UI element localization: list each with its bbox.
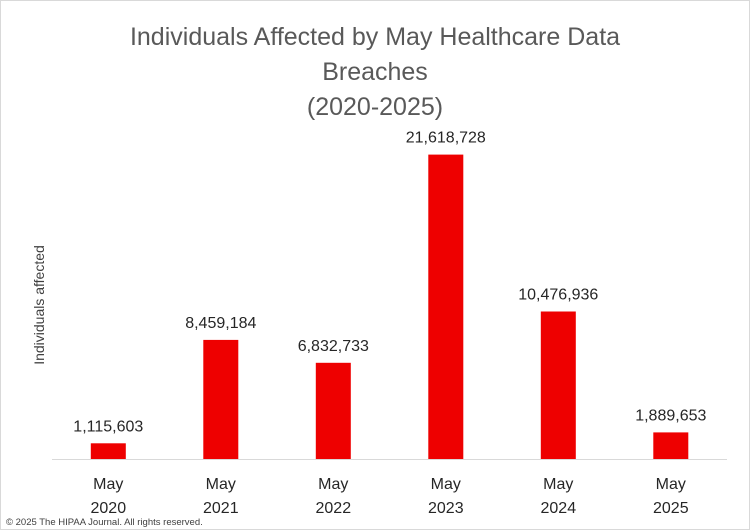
x-tick-label: May [431,476,461,493]
data-label: 8,459,184 [185,315,256,332]
data-label: 1,115,603 [73,418,143,435]
data-label: 1,889,653 [635,407,706,424]
chart-title-line: Breaches [322,58,428,86]
x-tick-label: 2022 [316,500,352,517]
x-tick-label: 2023 [428,500,464,517]
data-label: 10,476,936 [518,287,598,304]
x-tick-label: May [543,476,573,493]
copyright-notice: © 2025 The HIPAA Journal. All rights res… [6,517,203,528]
x-tick-label: 2020 [91,500,127,517]
chart-title-line: (2020-2025) [307,93,443,121]
chart-title: Individuals Affected by May Healthcare D… [130,23,620,121]
bar [203,339,239,459]
chart-title-line: Individuals Affected by May Healthcare D… [130,23,620,51]
data-label: 21,618,728 [406,130,486,147]
data-label: 6,832,733 [298,338,369,355]
bar [90,443,126,459]
x-axis-ticks: May 2020 May 2021 May 2022 May 2023 May 2024 May 20… [91,476,689,517]
x-tick-label: 2025 [653,500,689,517]
x-tick-label: 2024 [541,500,577,517]
x-tick-label: May [93,476,123,493]
bar [653,432,689,459]
bar [428,154,464,459]
y-axis-label: Individuals affected [31,245,47,365]
data-labels: 1,115,603 8,459,184 6,832,733 21,618,728 10,… [73,130,706,436]
x-tick-label: 2021 [203,500,239,517]
bar [540,311,576,459]
x-tick-label: May [656,476,686,493]
x-tick-label: May [206,476,236,493]
x-tick-label: May [318,476,348,493]
bar [315,362,351,459]
bars [90,154,689,459]
